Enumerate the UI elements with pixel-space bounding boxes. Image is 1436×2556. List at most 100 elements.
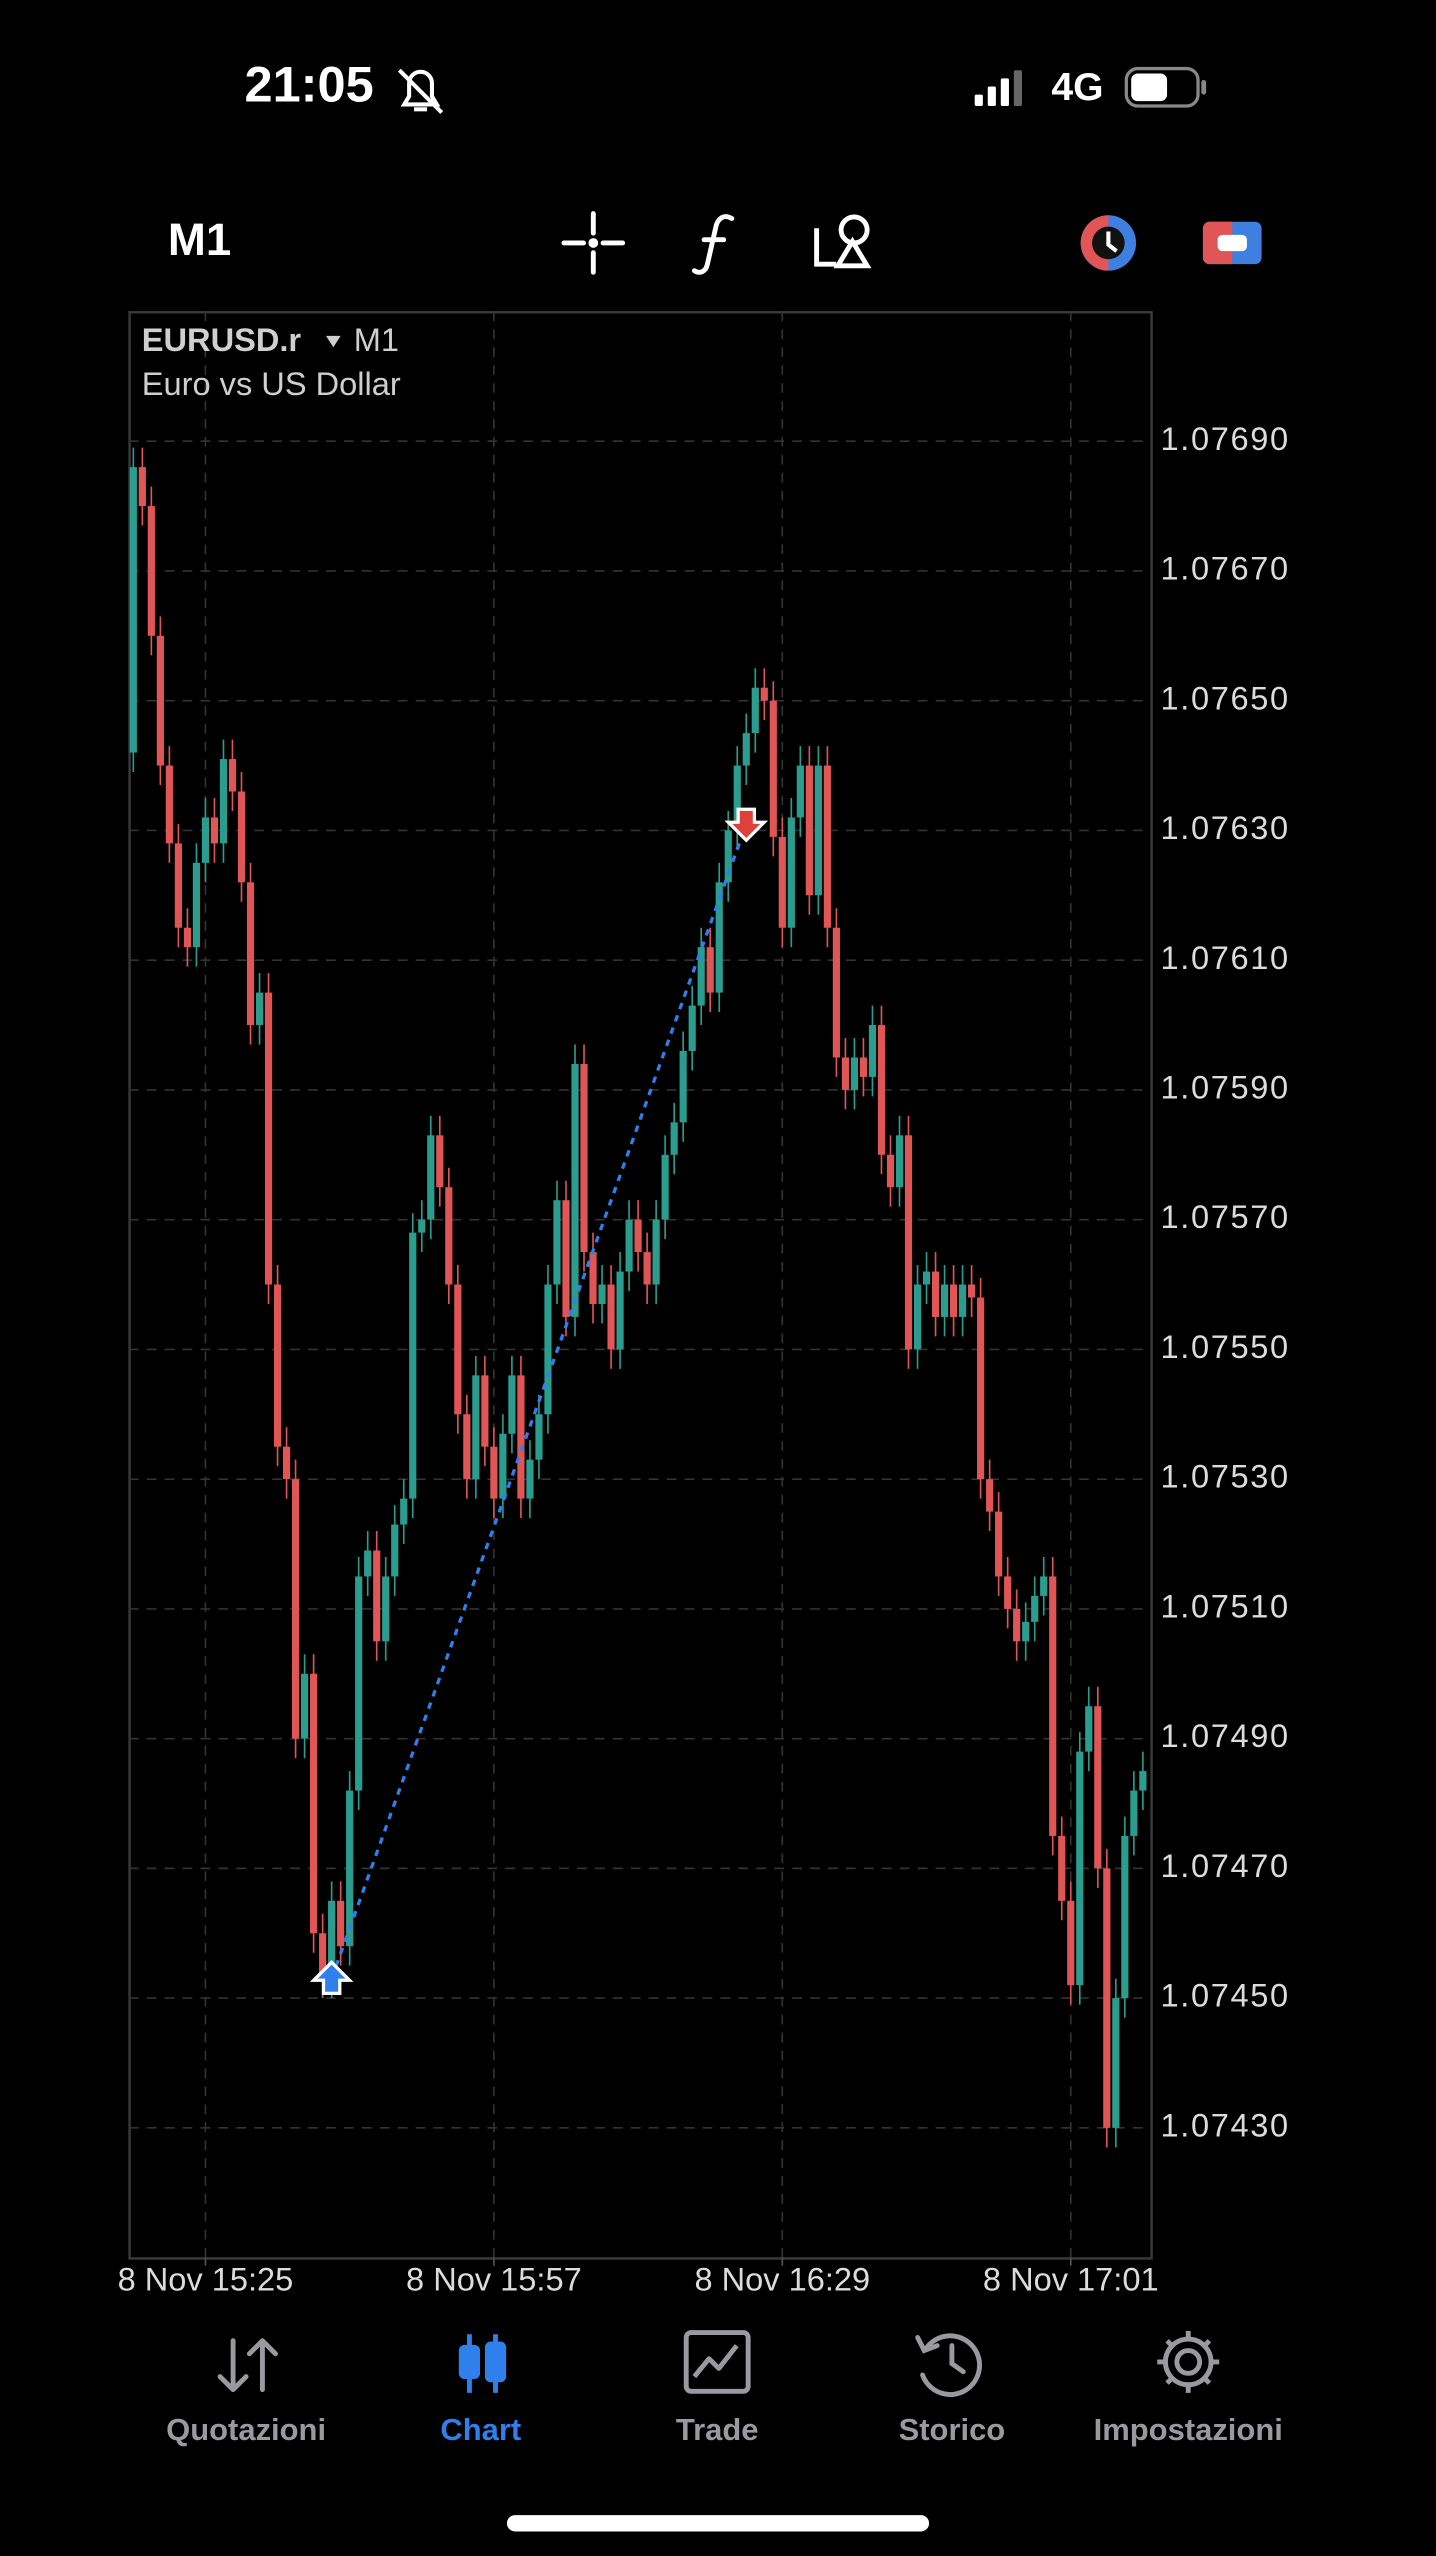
candle-body bbox=[580, 1063, 588, 1253]
candle-body bbox=[517, 1375, 525, 1499]
candle-body bbox=[760, 687, 768, 701]
candle-body bbox=[544, 1284, 552, 1415]
candle-body bbox=[192, 862, 201, 948]
candle-body bbox=[490, 1446, 498, 1499]
candle-body bbox=[346, 1790, 354, 1947]
tab-label[interactable]: Chart bbox=[440, 2412, 521, 2447]
one-click-button[interactable] bbox=[1202, 221, 1262, 265]
candle-body bbox=[535, 1414, 543, 1460]
plot bbox=[129, 447, 1147, 2148]
candle-body bbox=[616, 1271, 624, 1350]
tab-label[interactable]: Quotazioni bbox=[166, 2412, 326, 2447]
candle-body bbox=[400, 1498, 408, 1525]
y-tick-label: 1.07670 bbox=[1161, 550, 1290, 587]
candle-body bbox=[868, 1025, 877, 1077]
candle-body bbox=[183, 927, 191, 948]
candle-body bbox=[1085, 1706, 1093, 1752]
tab-label[interactable]: Impostazioni bbox=[1094, 2412, 1283, 2447]
trade-icon bbox=[683, 2330, 751, 2394]
candle-body bbox=[1112, 1998, 1120, 2128]
x-tick-label: 8 Nov 17:01 bbox=[983, 2261, 1159, 2298]
candle-body bbox=[805, 765, 813, 896]
symbol-description: Euro vs US Dollar bbox=[142, 365, 401, 402]
candle-body bbox=[1076, 1751, 1084, 1986]
y-tick-label: 1.07690 bbox=[1161, 420, 1290, 457]
candle-body bbox=[237, 791, 246, 883]
objects-button[interactable] bbox=[814, 214, 872, 269]
candle-body bbox=[895, 1135, 904, 1188]
candle-body bbox=[877, 1025, 886, 1155]
home-indicator bbox=[506, 2515, 930, 2532]
candle-body bbox=[1103, 1868, 1111, 2128]
candle-body bbox=[688, 1005, 696, 1051]
candle-body bbox=[643, 1252, 651, 1285]
candle-body bbox=[445, 1187, 453, 1285]
candle-body bbox=[886, 1154, 895, 1188]
candle-body bbox=[228, 759, 237, 792]
clock: 21:05 bbox=[244, 55, 373, 112]
candle-body bbox=[841, 1057, 850, 1090]
candle-body bbox=[571, 1063, 579, 1317]
history-icon bbox=[915, 2333, 982, 2397]
symbol[interactable]: EURUSD.r bbox=[142, 321, 302, 358]
y-tick-label: 1.07590 bbox=[1161, 1069, 1290, 1106]
candle-body bbox=[1049, 1576, 1057, 1836]
candle-body bbox=[562, 1200, 570, 1317]
crosshair-button[interactable] bbox=[561, 211, 626, 275]
candle-body bbox=[986, 1479, 994, 1512]
indicators-button[interactable] bbox=[691, 214, 735, 275]
candle-body bbox=[373, 1550, 381, 1642]
signal-icon bbox=[974, 70, 1022, 107]
candle-body bbox=[1040, 1576, 1048, 1596]
candle-body bbox=[787, 817, 795, 928]
candle-body bbox=[427, 1135, 435, 1220]
axes: 1.07430 1.07450 1.07470 1.07490 1.07510 1.075… bbox=[118, 420, 1290, 2298]
candle-body bbox=[769, 700, 777, 837]
settings-icon bbox=[1157, 2330, 1220, 2393]
y-tick-label: 1.07630 bbox=[1161, 809, 1290, 846]
silent-icon bbox=[397, 68, 444, 115]
candle-body bbox=[382, 1576, 390, 1642]
candle-body bbox=[904, 1135, 913, 1350]
x-tick-label: 8 Nov 16:29 bbox=[694, 2261, 870, 2298]
timeframe-button[interactable]: M1 bbox=[168, 214, 231, 265]
y-tick-label: 1.07470 bbox=[1161, 1847, 1290, 1884]
candle-body bbox=[850, 1057, 859, 1090]
candle-body bbox=[625, 1219, 633, 1272]
chart-timeframe: M1 bbox=[354, 321, 399, 358]
candle-body bbox=[968, 1284, 976, 1298]
candle-body bbox=[1031, 1595, 1039, 1622]
trading-button[interactable] bbox=[1080, 215, 1137, 271]
candle-body bbox=[814, 765, 822, 896]
candle-body bbox=[319, 1933, 327, 1979]
candle-body bbox=[1139, 1771, 1147, 1791]
candle-body bbox=[959, 1284, 967, 1317]
candle-body bbox=[147, 506, 155, 636]
candle-body bbox=[264, 992, 273, 1285]
candle-body bbox=[273, 1284, 282, 1447]
candle-body bbox=[1094, 1706, 1102, 1869]
candle-body bbox=[508, 1375, 516, 1434]
candle-body bbox=[129, 467, 137, 753]
candle-body bbox=[796, 765, 804, 818]
candle-body bbox=[1022, 1621, 1030, 1642]
tab-label[interactable]: Trade bbox=[676, 2412, 759, 2447]
candle-body bbox=[328, 1900, 336, 1979]
y-tick-label: 1.07430 bbox=[1161, 2106, 1290, 2143]
candle-body bbox=[436, 1135, 444, 1188]
candle-body bbox=[995, 1511, 1003, 1577]
candle-body bbox=[364, 1550, 372, 1577]
candle-body bbox=[201, 817, 210, 863]
y-tick-label: 1.07610 bbox=[1161, 939, 1290, 976]
candle-body bbox=[931, 1271, 940, 1317]
tab-label[interactable]: Storico bbox=[899, 2412, 1006, 2447]
candle-body bbox=[778, 836, 786, 928]
y-tick-label: 1.07490 bbox=[1161, 1717, 1290, 1754]
candle-body bbox=[832, 927, 840, 1058]
candle-body bbox=[472, 1375, 480, 1480]
candle-body bbox=[165, 765, 173, 844]
symbol-dropdown-arrow[interactable] bbox=[325, 335, 341, 348]
candle-body bbox=[1121, 1835, 1129, 1999]
candle-body bbox=[526, 1459, 534, 1499]
